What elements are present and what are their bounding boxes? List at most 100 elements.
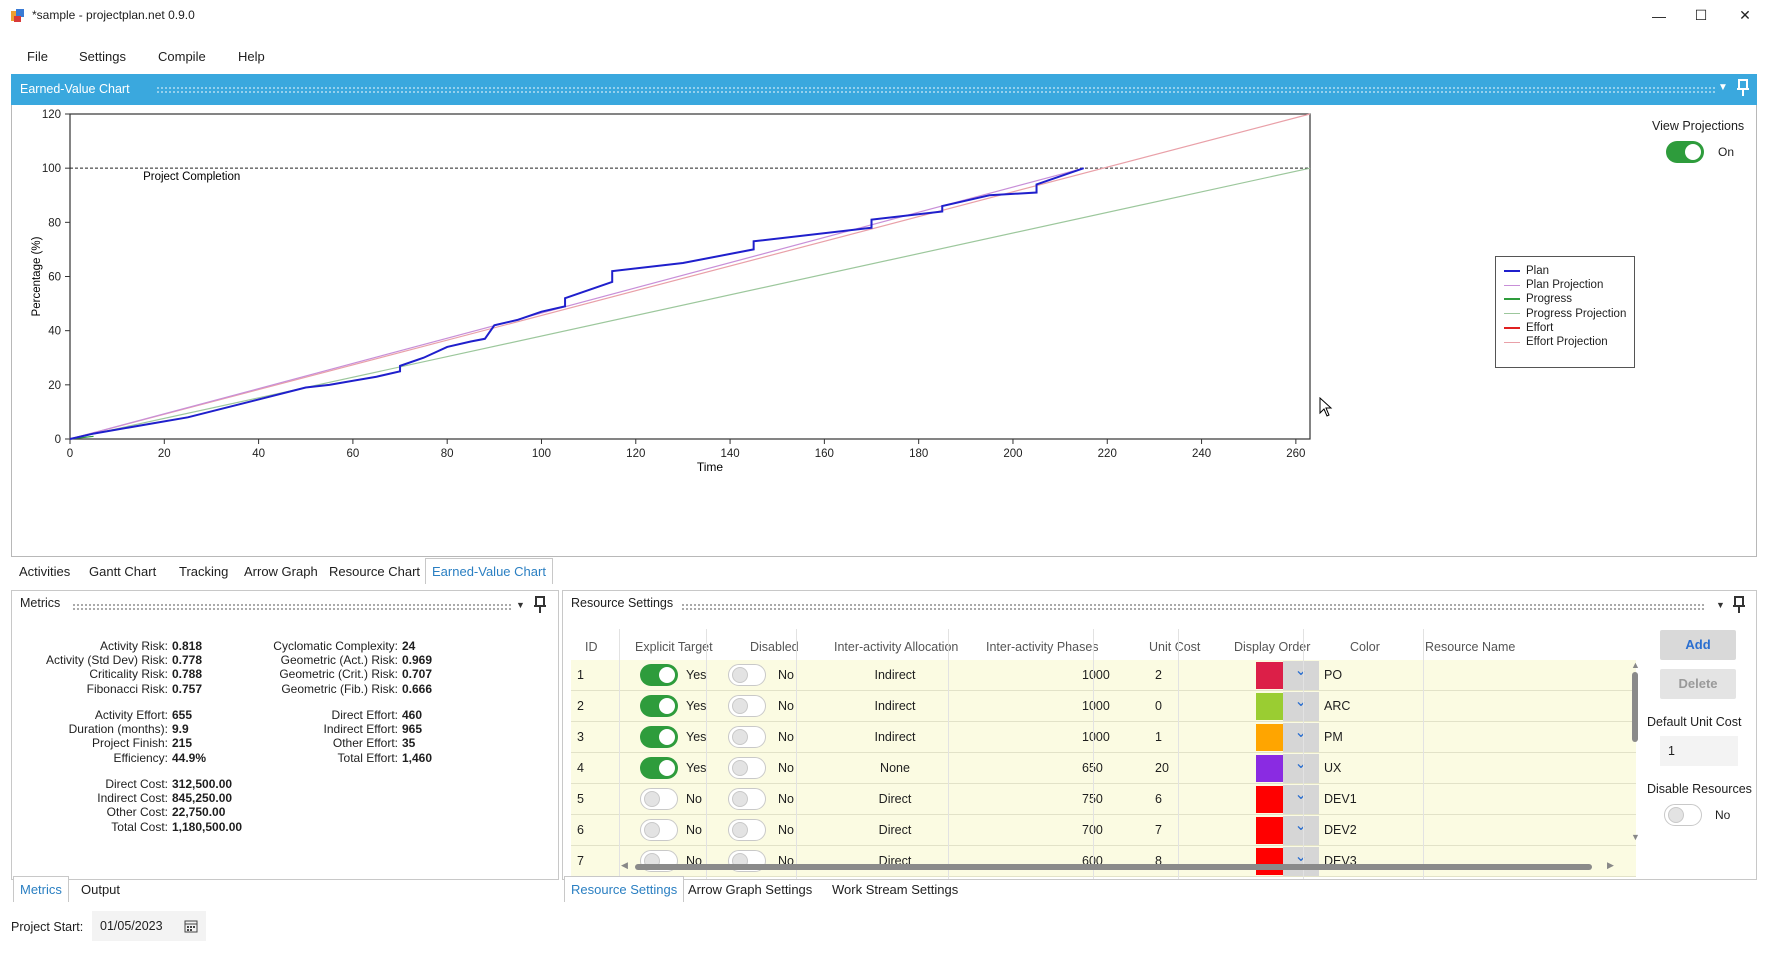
resource-name-value[interactable]: DEV2 <box>1324 823 1357 837</box>
scrollbar-thumb[interactable] <box>1632 672 1638 742</box>
column-header-unit-cost[interactable]: Unit Cost <box>1149 640 1201 654</box>
column-header-display-order[interactable]: Display Order <box>1234 640 1311 654</box>
scroll-up-icon[interactable]: ▲ <box>1631 660 1640 670</box>
disabled-toggle[interactable] <box>728 726 766 748</box>
resource-name-value[interactable]: PM <box>1324 730 1343 744</box>
display-order-value[interactable]: 7 <box>1155 823 1162 837</box>
color-swatch[interactable] <box>1256 817 1283 844</box>
disabled-toggle[interactable] <box>728 664 766 686</box>
add-resource-button[interactable]: Add <box>1660 630 1736 660</box>
allocation-value[interactable]: Indirect <box>874 730 916 744</box>
resource-name-value[interactable]: PO <box>1324 668 1343 682</box>
pin-icon[interactable] <box>533 596 547 617</box>
explicit-target-toggle[interactable] <box>640 788 678 810</box>
table-row[interactable]: 4 Yes No None 650 20 ⌄ UX <box>571 753 1636 784</box>
chevron-down-icon[interactable]: ▼ <box>1718 82 1728 93</box>
resource-name-value[interactable]: ARC <box>1324 699 1351 713</box>
table-row[interactable]: 1 Yes No Indirect 1000 2 ⌄ PO <box>571 660 1636 691</box>
color-dropdown-chevron-icon[interactable]: ⌄ <box>1283 723 1319 752</box>
tab-work-stream-settings[interactable]: Work Stream Settings <box>832 882 959 897</box>
tab-output[interactable]: Output <box>81 882 121 897</box>
disabled-toggle[interactable] <box>728 695 766 717</box>
tab-arrow-graph[interactable]: Arrow Graph <box>244 564 318 579</box>
explicit-target-toggle[interactable] <box>640 819 678 841</box>
explicit-target-toggle[interactable] <box>640 726 678 748</box>
allocation-value[interactable]: Direct <box>878 792 912 806</box>
disabled-toggle[interactable] <box>728 788 766 810</box>
color-dropdown-chevron-icon[interactable]: ⌄ <box>1283 692 1319 721</box>
tab-earned-value-chart[interactable]: Earned-Value Chart <box>425 558 553 584</box>
project-start-date-picker[interactable]: 01/05/2023 <box>92 911 206 941</box>
allocation-value[interactable]: Indirect <box>874 668 916 682</box>
tab-gantt-chart[interactable]: Gantt Chart <box>89 564 157 579</box>
display-order-value[interactable]: 1 <box>1155 730 1162 744</box>
column-header-explicit-target[interactable]: Explicit Target <box>635 640 713 654</box>
tab-resource-chart[interactable]: Resource Chart <box>329 564 421 579</box>
unit-cost-value[interactable]: 750 <box>1082 792 1103 806</box>
tab-arrow-graph-settings[interactable]: Arrow Graph Settings <box>688 882 813 897</box>
column-header-disabled[interactable]: Disabled <box>750 640 799 654</box>
disabled-toggle[interactable] <box>728 757 766 779</box>
menu-compile[interactable]: Compile <box>158 49 206 64</box>
color-swatch[interactable] <box>1256 786 1283 813</box>
scroll-down-icon[interactable]: ▼ <box>1631 832 1640 842</box>
column-header-resource-name[interactable]: Resource Name <box>1425 640 1516 654</box>
explicit-target-toggle[interactable] <box>640 757 678 779</box>
unit-cost-value[interactable]: 1000 <box>1082 699 1110 713</box>
view-projections-toggle[interactable] <box>1666 141 1704 163</box>
drag-grip[interactable] <box>72 603 512 611</box>
tab-resource-settings[interactable]: Resource Settings <box>564 876 685 902</box>
explicit-target-toggle[interactable] <box>640 664 678 686</box>
menu-settings[interactable]: Settings <box>79 49 126 64</box>
display-order-value[interactable]: 8 <box>1155 854 1162 868</box>
tab-metrics[interactable]: Metrics <box>13 876 69 902</box>
display-order-value[interactable]: 2 <box>1155 668 1162 682</box>
unit-cost-value[interactable]: 1000 <box>1082 730 1110 744</box>
minimize-button[interactable]: — <box>1652 7 1666 24</box>
menu-file[interactable]: File <box>27 49 48 64</box>
display-order-value[interactable]: 6 <box>1155 792 1162 806</box>
vertical-scrollbar[interactable]: ▲ ▼ <box>1628 660 1642 860</box>
color-swatch[interactable] <box>1256 662 1283 689</box>
column-header-phases[interactable]: Inter-activity Phases <box>986 640 1099 654</box>
allocation-value[interactable]: Indirect <box>874 699 916 713</box>
allocation-value[interactable]: None <box>880 761 910 775</box>
color-swatch[interactable] <box>1256 724 1283 751</box>
table-row[interactable]: 3 Yes No Indirect 1000 1 ⌄ PM <box>571 722 1636 753</box>
drag-grip[interactable] <box>681 603 1706 611</box>
color-dropdown-chevron-icon[interactable]: ⌄ <box>1283 816 1319 845</box>
color-dropdown-chevron-icon[interactable]: ⌄ <box>1283 661 1319 690</box>
resource-name-value[interactable]: DEV1 <box>1324 792 1357 806</box>
chevron-down-icon[interactable]: ▼ <box>516 600 525 610</box>
tab-tracking[interactable]: Tracking <box>179 564 229 579</box>
horizontal-scrollbar[interactable]: ◀ ▶ <box>621 860 1631 874</box>
column-header-color[interactable]: Color <box>1350 640 1380 654</box>
unit-cost-value[interactable]: 700 <box>1082 823 1103 837</box>
color-swatch[interactable] <box>1256 848 1283 875</box>
column-header-id[interactable]: ID <box>585 640 598 654</box>
delete-resource-button[interactable]: Delete <box>1660 669 1736 699</box>
table-row[interactable]: 5 No No Direct 750 6 ⌄ DEV1 <box>571 784 1636 815</box>
display-order-value[interactable]: 20 <box>1155 761 1169 775</box>
resource-name-value[interactable]: UX <box>1324 761 1342 775</box>
maximize-button[interactable]: ☐ <box>1694 7 1708 23</box>
pin-icon[interactable] <box>1736 79 1750 100</box>
column-header-allocation[interactable]: Inter-activity Allocation <box>834 640 959 654</box>
scroll-left-icon[interactable]: ◀ <box>621 860 628 870</box>
display-order-value[interactable]: 0 <box>1155 699 1162 713</box>
color-dropdown-chevron-icon[interactable]: ⌄ <box>1283 847 1319 876</box>
tab-activities[interactable]: Activities <box>19 564 71 579</box>
allocation-value[interactable]: Direct <box>878 823 912 837</box>
drag-grip[interactable] <box>156 86 1716 94</box>
table-row[interactable]: 2 Yes No Indirect 1000 0 ⌄ ARC <box>571 691 1636 722</box>
disable-resources-toggle[interactable] <box>1664 804 1702 826</box>
close-button[interactable]: ✕ <box>1739 7 1751 23</box>
unit-cost-value[interactable]: 650 <box>1082 761 1103 775</box>
color-swatch[interactable] <box>1256 693 1283 720</box>
pin-icon[interactable] <box>1732 596 1746 617</box>
default-unit-cost-input[interactable]: 1 <box>1660 736 1738 766</box>
unit-cost-value[interactable]: 1000 <box>1082 668 1110 682</box>
color-dropdown-chevron-icon[interactable]: ⌄ <box>1283 785 1319 814</box>
scrollbar-thumb[interactable] <box>635 864 1592 870</box>
chevron-down-icon[interactable]: ▼ <box>1716 600 1725 610</box>
